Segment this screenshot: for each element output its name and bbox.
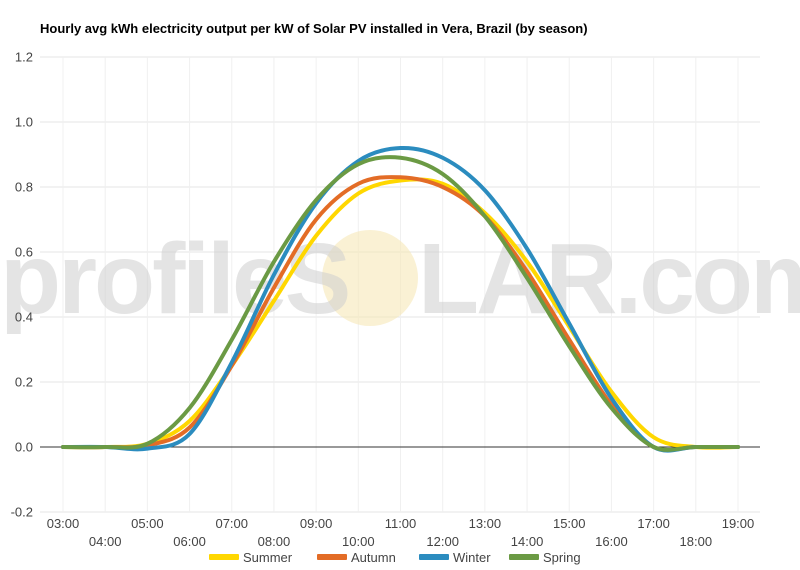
y-tick-label: 1.0 <box>15 115 33 130</box>
legend-swatch-winter <box>419 554 449 560</box>
x-tick-label: 14:00 <box>511 534 544 549</box>
x-tick-label: 06:00 <box>173 534 206 549</box>
legend-label-winter: Winter <box>453 550 491 565</box>
watermark-text-right: LAR.com <box>418 223 800 335</box>
watermark: profileS LAR.com <box>0 223 800 335</box>
x-tick-label: 15:00 <box>553 516 586 531</box>
legend-label-spring: Spring <box>543 550 581 565</box>
x-tick-label: 16:00 <box>595 534 628 549</box>
legend-label-summer: Summer <box>243 550 293 565</box>
series-line-spring <box>61 155 740 452</box>
y-tick-label: -0.2 <box>11 505 33 520</box>
watermark-sun-icon <box>322 230 418 326</box>
x-tick-label: 18:00 <box>680 534 713 549</box>
x-tick-label: 19:00 <box>722 516 755 531</box>
x-tick-label: 17:00 <box>637 516 670 531</box>
y-tick-label: 0.8 <box>15 180 33 195</box>
x-tick-label: 11:00 <box>385 516 417 531</box>
series-line-winter <box>61 145 740 453</box>
x-tick-label: 10:00 <box>342 534 375 549</box>
y-tick-label: 0.4 <box>15 310 33 325</box>
x-tick-label: 04:00 <box>89 534 122 549</box>
y-tick-label: 1.2 <box>15 50 33 65</box>
x-tick-label: 05:00 <box>131 516 164 531</box>
series-group <box>61 145 740 453</box>
y-tick-label: 0.6 <box>15 245 33 260</box>
y-tick-label: 0.2 <box>15 375 33 390</box>
x-tick-label: 12:00 <box>426 534 459 549</box>
watermark-text-left: profileS <box>0 223 348 335</box>
x-axis: 03:00 04:00 05:00 06:00 07:00 08:00 09:00 10:00… <box>47 516 755 549</box>
y-axis: -0.2 0.0 0.2 0.4 0.6 0.8 1.0 1.2 <box>11 50 33 520</box>
chart-title: Hourly avg kWh electricity output per kW… <box>40 21 588 36</box>
x-tick-label: 13:00 <box>469 516 502 531</box>
y-tick-label: 0.0 <box>15 440 33 455</box>
legend: Summer Autumn Winter Spring <box>209 550 581 565</box>
legend-label-autumn: Autumn <box>351 550 396 565</box>
x-tick-label: 09:00 <box>300 516 333 531</box>
legend-swatch-spring <box>509 554 539 560</box>
series-line-summer <box>61 177 740 450</box>
legend-swatch-autumn <box>317 554 347 560</box>
x-tick-label: 08:00 <box>258 534 291 549</box>
legend-swatch-summer <box>209 554 239 560</box>
x-tick-label: 07:00 <box>215 516 248 531</box>
x-tick-label: 03:00 <box>47 516 80 531</box>
